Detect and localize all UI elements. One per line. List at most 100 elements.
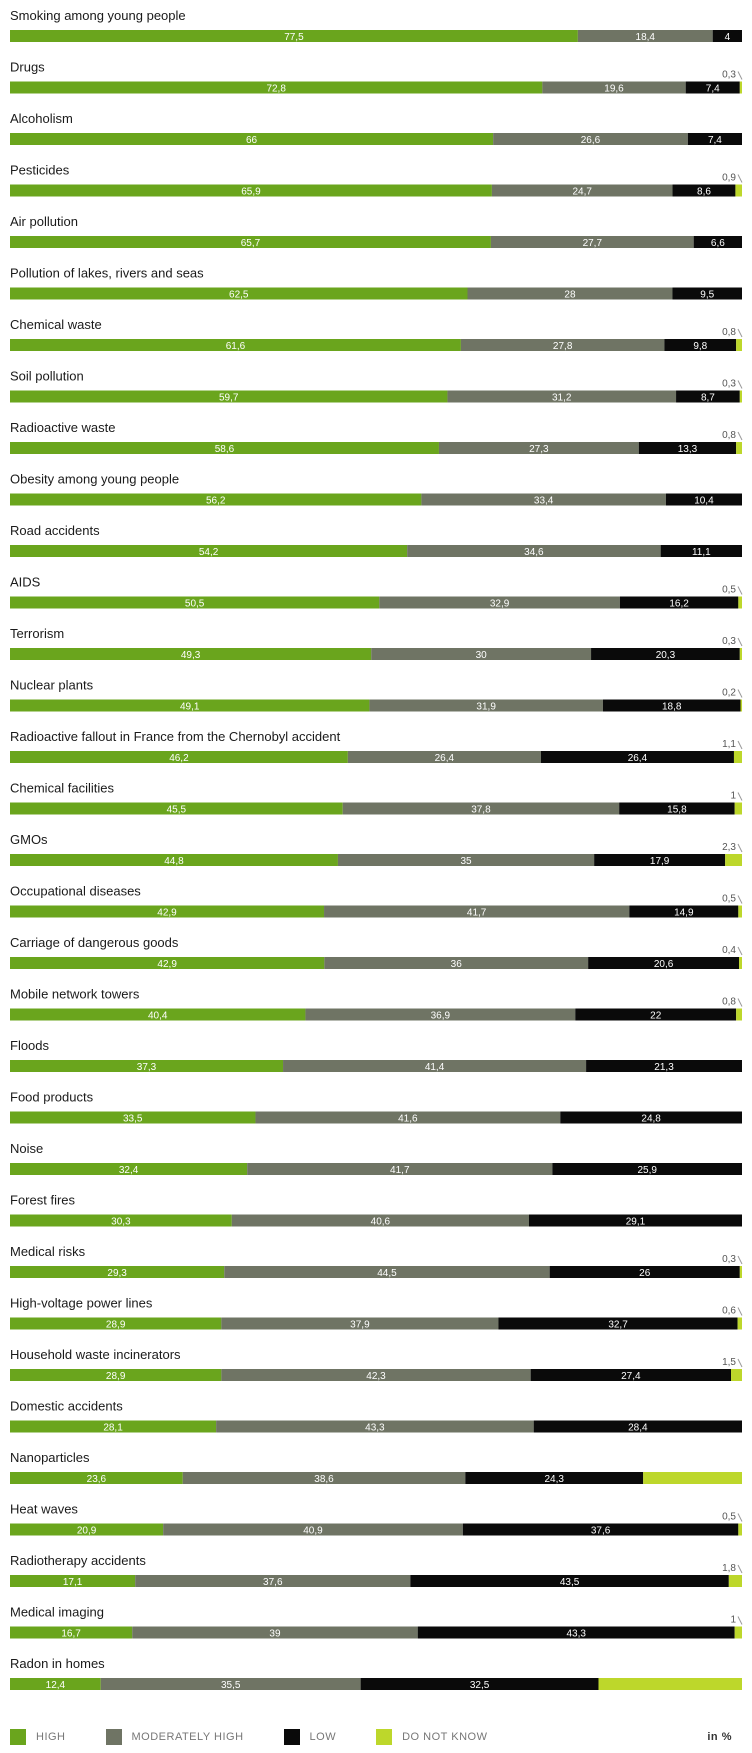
bar-row: Radioactive waste 58,6 27,3 13,3 0,8 [10, 420, 743, 455]
bar-segment-moderately-high [337, 854, 595, 866]
bar-segment-low [693, 236, 742, 248]
category-label: Domestic accidents [10, 1399, 123, 1414]
category-label: Radiotherapy accidents [10, 1553, 146, 1568]
leader-line [737, 843, 743, 853]
bar-segment-high [10, 133, 494, 145]
value-label-high: 37,3 [137, 1062, 157, 1073]
bar-segment-low [549, 1266, 740, 1278]
bar-segment-moderately-high [283, 1060, 587, 1072]
bar-row: Medical risks 29,3 44,5 26 0,3 [10, 1244, 743, 1279]
value-label-low: 8,6 [697, 187, 711, 198]
bar-row: GMOs 44,8 35 17,9 2,3 [10, 832, 743, 867]
value-label-low: 16,2 [669, 599, 689, 610]
bar-segment-do-not-know [738, 596, 742, 609]
value-label-do-not-know: 0,2 [722, 688, 736, 699]
bar-row: Nanoparticles 23,6 38,6 24,3 [10, 1450, 742, 1485]
bar-row: Road accidents 54,2 34,6 11,1 [10, 523, 742, 558]
leader-line [737, 689, 743, 698]
value-label-low: 43,5 [560, 1577, 580, 1588]
value-label-high: 46,2 [169, 753, 189, 764]
value-label-high: 65,7 [241, 238, 261, 249]
bar-segment-low [528, 1214, 742, 1227]
bar-segment-low [591, 648, 740, 660]
legend-item-moderately-high: MODERATELY HIGH [105, 1729, 244, 1745]
bar-segment-do-not-know [734, 1626, 742, 1639]
value-label-moderately-high: 27,7 [583, 238, 603, 249]
value-label-do-not-know: 0,3 [722, 70, 736, 81]
value-label-low: 17,9 [650, 856, 670, 867]
bar-segment-moderately-high [247, 1163, 553, 1175]
category-label: Radioactive fallout in France from the C… [10, 729, 341, 744]
value-label-low: 13,3 [678, 444, 698, 455]
bar-segment-do-not-know [738, 905, 742, 918]
value-label-high: 20,9 [77, 1526, 97, 1537]
bar-segment-moderately-high [324, 905, 630, 918]
bar-segment-do-not-know [739, 648, 742, 660]
category-label: AIDS [10, 575, 41, 590]
bar-segment-high [10, 1472, 183, 1484]
legend-item-high: HIGH [10, 1729, 66, 1745]
value-label-high: 45,5 [167, 805, 187, 816]
value-label-moderately-high: 19,6 [604, 84, 624, 95]
bar-segment-do-not-know [736, 1008, 742, 1021]
leader-line [737, 1358, 743, 1368]
value-label-moderately-high: 27,8 [553, 341, 573, 352]
bar-segment-moderately-high [163, 1523, 463, 1536]
bar-segment-moderately-high [305, 1008, 576, 1021]
bar-segment-high [10, 390, 448, 403]
value-label-high: 42,9 [157, 908, 177, 919]
value-label-low: 11,1 [692, 547, 711, 558]
leader-line [737, 586, 743, 595]
value-label-do-not-know: 0,3 [722, 1254, 736, 1265]
bar-row: Pollution of lakes, rivers and seas 62,5 2… [10, 266, 742, 301]
value-label-low: 20,6 [654, 959, 674, 970]
value-label-low: 29,1 [626, 1217, 646, 1228]
bar-segment-low [462, 1523, 739, 1536]
legend-item-low: LOW [283, 1729, 337, 1745]
value-label-high: 65,9 [241, 187, 261, 198]
value-label-moderately-high: 31,9 [476, 702, 496, 713]
value-label-low: 21,3 [654, 1062, 674, 1073]
bar-segment-moderately-high [221, 1317, 499, 1330]
bar-row: Domestic accidents 28,1 43,3 28,4 [10, 1399, 742, 1434]
bar-segment-moderately-high [255, 1111, 561, 1124]
bar-segment-low [552, 1163, 742, 1175]
bar-segment-high [10, 287, 468, 300]
value-label-high: 58,6 [215, 444, 235, 455]
value-label-moderately-high: 31,2 [552, 393, 572, 404]
value-label-low: 32,5 [470, 1680, 490, 1691]
value-label-do-not-know: 0,3 [722, 636, 736, 647]
leader-line [737, 431, 743, 441]
bar-segment-low [660, 545, 742, 557]
leader-line [737, 380, 743, 389]
bar-segment-high [10, 1317, 222, 1330]
bar-segment-high [10, 1214, 232, 1227]
value-label-moderately-high: 41,4 [425, 1062, 445, 1073]
leader-line [737, 740, 743, 750]
bar-segment-moderately-high [132, 1626, 418, 1639]
bar-row: Food products 33,5 41,6 24,8 [10, 1090, 742, 1125]
bar-segment-low [685, 81, 740, 94]
value-label-moderately-high: 43,3 [365, 1423, 385, 1434]
bar-row: AIDS 50,5 32,9 16,2 0,5 [10, 575, 743, 610]
bar-segment-moderately-high [438, 442, 639, 454]
bar-segment-low [619, 596, 739, 609]
category-label: Soil pollution [10, 369, 84, 384]
value-label-low: 24,3 [545, 1474, 565, 1485]
category-label: Food products [10, 1090, 94, 1105]
bar-segment-low [602, 699, 741, 712]
bar-segment-low [672, 287, 742, 300]
bar-segment-high [10, 802, 343, 815]
bar-row: Noise 32,4 41,7 25,9 [10, 1141, 742, 1176]
bar-row: Drugs 72,8 19,6 7,40,3 [10, 60, 743, 95]
category-label: Road accidents [10, 523, 100, 538]
value-label-do-not-know: 1,1 [722, 739, 736, 750]
bar-segment-do-not-know [736, 339, 742, 351]
leader-line [737, 1513, 743, 1522]
bar-segment-moderately-high [182, 1472, 466, 1484]
value-label-high: 59,7 [219, 393, 239, 404]
legend-swatch-high [10, 1729, 26, 1745]
value-label-low: 10,4 [694, 496, 714, 507]
leader-line [737, 998, 743, 1007]
